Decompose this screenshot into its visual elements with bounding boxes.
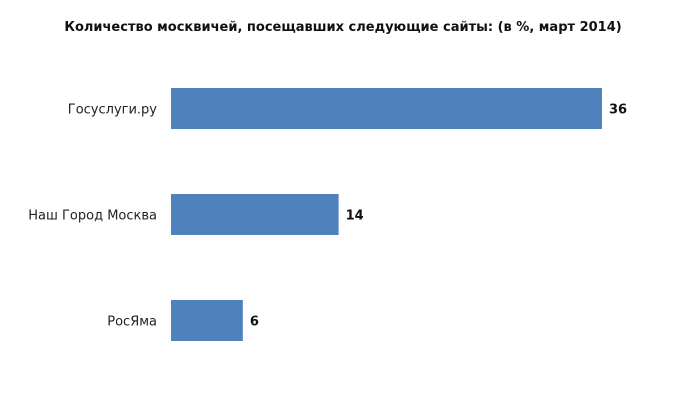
category-label: РосЯма: [107, 315, 157, 330]
data-label: 36: [609, 103, 627, 118]
category-label: Госуслуги.ру: [68, 103, 158, 118]
bar: [171, 88, 602, 129]
data-label: 14: [346, 209, 364, 224]
bar: [171, 194, 339, 235]
chart-title: Количество москвичей, посещавших следующ…: [64, 20, 621, 35]
data-label: 6: [250, 315, 259, 330]
bar: [171, 300, 243, 341]
category-label: Наш Город Москва: [28, 209, 157, 224]
